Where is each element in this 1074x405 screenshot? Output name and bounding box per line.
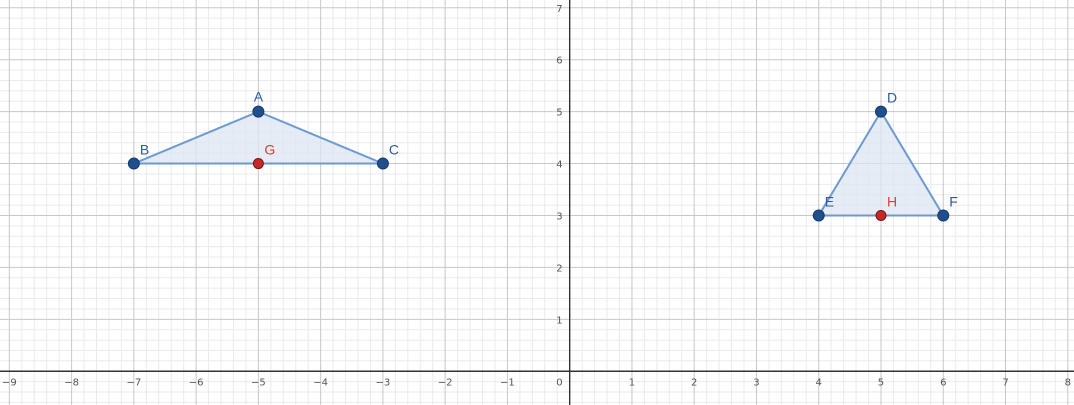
x-tick-label: 5 xyxy=(878,377,884,388)
x-tick-label: 2 xyxy=(691,377,697,388)
x-tick-label: −2 xyxy=(438,377,453,388)
point-label-b: B xyxy=(140,142,149,158)
y-tick-label: 3 xyxy=(556,211,562,222)
point-label-f: F xyxy=(949,193,958,209)
point-d[interactable] xyxy=(874,105,887,118)
x-tick-label: −4 xyxy=(313,377,328,388)
point-label-a: A xyxy=(254,89,264,105)
point-labels: A B C D E F G H xyxy=(140,89,958,210)
y-tick-label: 4 xyxy=(556,160,562,171)
x-tick-label: −1 xyxy=(500,377,515,388)
point-c[interactable] xyxy=(376,157,389,170)
x-tick-label: 7 xyxy=(1002,377,1008,388)
y-tick-label: 7 xyxy=(556,4,562,15)
x-tick-label: 6 xyxy=(940,377,946,388)
x-tick-label: 8 xyxy=(1065,377,1071,388)
point-a[interactable] xyxy=(252,105,265,118)
x-tick-label: −7 xyxy=(126,377,141,388)
point-label-c: C xyxy=(389,142,399,158)
point-label-e: E xyxy=(825,193,834,209)
x-tick-label: −6 xyxy=(189,377,204,388)
y-tick-label: 1 xyxy=(556,315,562,326)
midpoint-g[interactable] xyxy=(252,158,264,170)
x-tick-label: 3 xyxy=(753,377,759,388)
midpoint-label-g: G xyxy=(264,142,275,158)
x-tick-label: −3 xyxy=(376,377,391,388)
x-tick-label: −8 xyxy=(64,377,79,388)
y-tick-label: 6 xyxy=(556,56,562,67)
y-tick-label: 5 xyxy=(556,108,562,119)
point-label-d: D xyxy=(887,90,897,106)
x-tick-label: 1 xyxy=(629,377,635,388)
point-f[interactable] xyxy=(937,209,950,222)
tick-labels: −9 −8 −7 −6 −5 −4 −3 −2 −1 0 1 2 3 4 5 6 7 8 1 2 3 4 5 6 7 xyxy=(2,4,1071,388)
x-tick-label: −9 xyxy=(2,377,17,388)
point-b[interactable] xyxy=(127,157,140,170)
midpoint-h[interactable] xyxy=(875,209,887,221)
y-tick-label: 2 xyxy=(556,263,562,274)
x-tick-label: 0 xyxy=(556,377,562,388)
x-tick-label: 4 xyxy=(816,377,822,388)
points xyxy=(127,105,950,222)
x-tick-label: −5 xyxy=(251,377,266,388)
point-e[interactable] xyxy=(812,209,825,222)
midpoint-label-h: H xyxy=(887,193,897,209)
